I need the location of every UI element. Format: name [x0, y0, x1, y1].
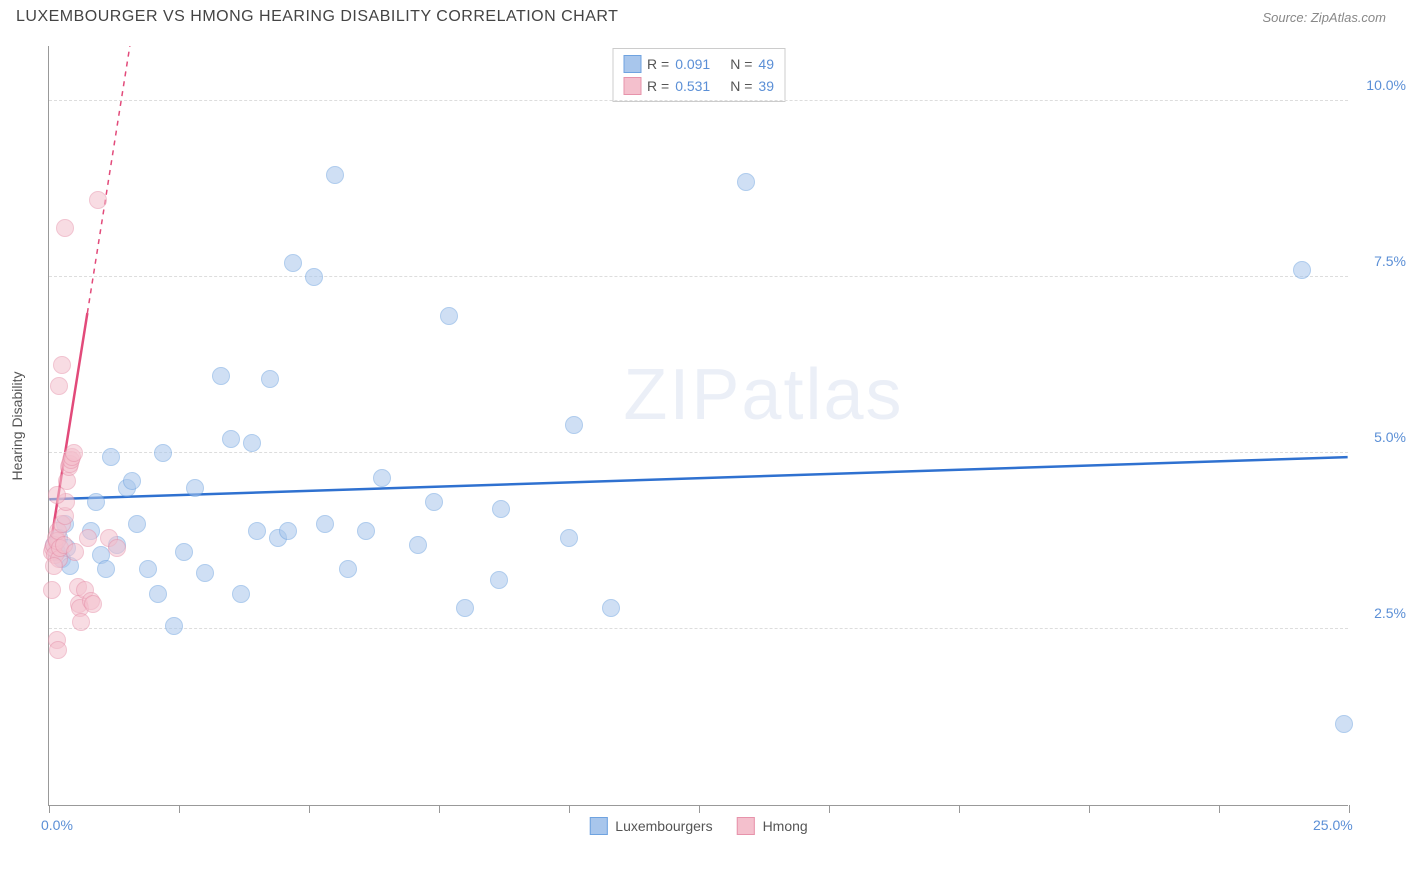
- data-point: [425, 493, 443, 511]
- data-point: [108, 539, 126, 557]
- stats-legend-row: R =0.091N =49: [623, 53, 774, 75]
- data-point: [326, 166, 344, 184]
- data-point: [1335, 715, 1353, 733]
- gridline: [49, 452, 1348, 453]
- data-point: [357, 522, 375, 540]
- data-point: [456, 599, 474, 617]
- data-point: [284, 254, 302, 272]
- gridline: [49, 100, 1348, 101]
- chart-title: LUXEMBOURGER VS HMONG HEARING DISABILITY…: [16, 8, 618, 26]
- data-point: [490, 571, 508, 589]
- data-point: [50, 377, 68, 395]
- data-point: [154, 444, 172, 462]
- data-point: [186, 479, 204, 497]
- gridline: [49, 276, 1348, 277]
- data-point: [48, 486, 66, 504]
- y-tick-label: 5.0%: [1374, 429, 1406, 445]
- data-point: [139, 560, 157, 578]
- data-point: [492, 500, 510, 518]
- data-point: [279, 522, 297, 540]
- data-point: [123, 472, 141, 490]
- data-point: [49, 641, 67, 659]
- data-point: [72, 613, 90, 631]
- gridline: [49, 628, 1348, 629]
- series-legend-item: Hmong: [737, 817, 808, 835]
- data-point: [56, 219, 74, 237]
- data-point: [232, 585, 250, 603]
- title-bar: LUXEMBOURGER VS HMONG HEARING DISABILITY…: [0, 0, 1406, 34]
- x-tick-label: 0.0%: [41, 817, 73, 833]
- stats-legend-row: R =0.531N =39: [623, 75, 774, 97]
- data-point: [87, 493, 105, 511]
- x-tick: [569, 805, 570, 813]
- y-tick-label: 2.5%: [1374, 605, 1406, 621]
- data-point: [316, 515, 334, 533]
- data-point: [79, 529, 97, 547]
- data-point: [149, 585, 167, 603]
- data-point: [84, 595, 102, 613]
- data-point: [66, 543, 84, 561]
- data-point: [102, 448, 120, 466]
- series-legend: Luxembourgers Hmong: [589, 817, 807, 835]
- x-tick: [49, 805, 50, 813]
- data-point: [1293, 261, 1311, 279]
- source-attribution: Source: ZipAtlas.com: [1262, 10, 1386, 25]
- data-point: [222, 430, 240, 448]
- watermark: ZIPatlas: [623, 354, 903, 436]
- data-point: [440, 307, 458, 325]
- y-tick-label: 10.0%: [1366, 77, 1406, 93]
- x-tick-label: 25.0%: [1313, 817, 1353, 833]
- data-point: [305, 268, 323, 286]
- data-point: [53, 356, 71, 374]
- scatter-plot: ZIPatlas R =0.091N =49R =0.531N =39 Luxe…: [48, 46, 1348, 806]
- data-point: [196, 564, 214, 582]
- data-point: [165, 617, 183, 635]
- x-tick: [829, 805, 830, 813]
- x-tick: [309, 805, 310, 813]
- data-point: [243, 434, 261, 452]
- y-axis-title: Hearing Disability: [9, 371, 25, 480]
- source-link[interactable]: ZipAtlas.com: [1311, 10, 1386, 25]
- data-point: [602, 599, 620, 617]
- x-tick: [1349, 805, 1350, 813]
- data-point: [261, 370, 279, 388]
- data-point: [212, 367, 230, 385]
- x-tick: [439, 805, 440, 813]
- data-point: [65, 444, 83, 462]
- trendlines-svg: [49, 46, 1348, 805]
- data-point: [89, 191, 107, 209]
- x-tick: [959, 805, 960, 813]
- chart-container: ZIPatlas R =0.091N =49R =0.531N =39 Luxe…: [48, 46, 1388, 846]
- data-point: [737, 173, 755, 191]
- x-tick: [699, 805, 700, 813]
- data-point: [43, 581, 61, 599]
- y-tick-label: 7.5%: [1374, 253, 1406, 269]
- series-legend-item: Luxembourgers: [589, 817, 712, 835]
- data-point: [45, 557, 63, 575]
- data-point: [248, 522, 266, 540]
- data-point: [128, 515, 146, 533]
- data-point: [373, 469, 391, 487]
- data-point: [339, 560, 357, 578]
- stats-legend: R =0.091N =49R =0.531N =39: [612, 48, 785, 102]
- data-point: [97, 560, 115, 578]
- x-tick: [179, 805, 180, 813]
- x-tick: [1219, 805, 1220, 813]
- data-point: [175, 543, 193, 561]
- data-point: [565, 416, 583, 434]
- x-tick: [1089, 805, 1090, 813]
- data-point: [409, 536, 427, 554]
- data-point: [560, 529, 578, 547]
